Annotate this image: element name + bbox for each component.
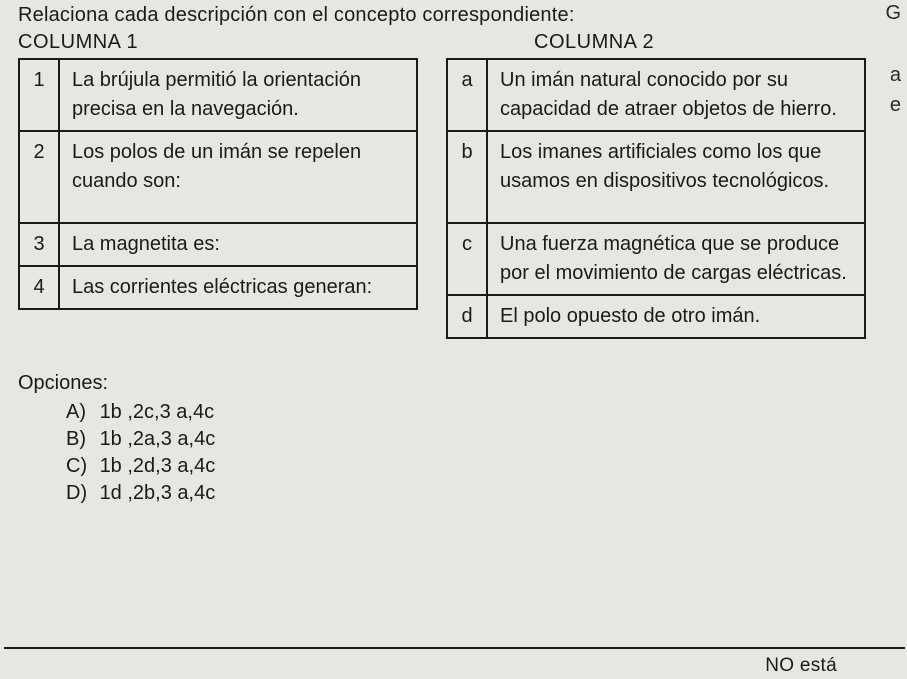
row-text: Las corrientes eléctricas generan: — [59, 266, 417, 309]
matching-prompt: Relaciona cada descripción con el concep… — [18, 4, 897, 27]
option-value: 1b ,2a,3 a,4c — [100, 428, 216, 450]
table-row: 1 La brújula permitió la orientación pre… — [19, 59, 417, 131]
table-row: 3 La magnetita es: — [19, 223, 417, 266]
option-item: B) 1b ,2a,3 a,4c — [66, 428, 418, 451]
options-block: Opciones: A) 1b ,2c,3 a,4c B) 1b ,2a,3 a… — [18, 372, 418, 505]
row-text: El polo opuesto de otro imán. — [487, 295, 865, 338]
cutoff-text: a — [890, 64, 901, 87]
table-row: 2 Los polos de un imán se repelen cuando… — [19, 131, 417, 223]
options-title: Opciones: — [18, 372, 418, 395]
column1-header: COLUMNA 1 — [18, 31, 418, 54]
row-key: 2 — [19, 131, 59, 223]
table-row: 4 Las corrientes eléctricas generan: — [19, 266, 417, 309]
row-key: c — [447, 223, 487, 295]
option-letter: B) — [66, 428, 94, 451]
option-value: 1b ,2d,3 a,4c — [100, 455, 216, 477]
column1-table: 1 La brújula permitió la orientación pre… — [18, 58, 418, 310]
table-row: d El polo opuesto de otro imán. — [447, 295, 865, 338]
cutoff-text: G — [885, 2, 901, 25]
option-item: C) 1b ,2d,3 a,4c — [66, 455, 418, 478]
row-key: 4 — [19, 266, 59, 309]
row-key: d — [447, 295, 487, 338]
row-text: La brújula permitió la orientación preci… — [59, 59, 417, 131]
row-key: a — [447, 59, 487, 131]
option-letter: D) — [66, 482, 94, 505]
option-letter: A) — [66, 401, 94, 424]
row-text: Los polos de un imán se repelen cuando s… — [59, 131, 417, 223]
table-row: b Los imanes artificiales como los que u… — [447, 131, 865, 223]
row-key: 3 — [19, 223, 59, 266]
option-value: 1d ,2b,3 a,4c — [100, 482, 216, 504]
row-text: La magnetita es: — [59, 223, 417, 266]
table-row: a Un imán natural conocido por su capaci… — [447, 59, 865, 131]
column2-table: a Un imán natural conocido por su capaci… — [446, 58, 866, 339]
row-key: b — [447, 131, 487, 223]
row-text: Una fuerza magnética que se produce por … — [487, 223, 865, 295]
table-row: c Una fuerza magnética que se produce po… — [447, 223, 865, 295]
option-value: 1b ,2c,3 a,4c — [100, 401, 215, 423]
row-key: 1 — [19, 59, 59, 131]
cutoff-text: NO está — [765, 655, 837, 677]
cutoff-text: e — [890, 94, 901, 117]
row-text: Los imanes artificiales como los que usa… — [487, 131, 865, 223]
column2-header: COLUMNA 2 — [534, 31, 897, 54]
option-item: D) 1d ,2b,3 a,4c — [66, 482, 418, 505]
row-text: Un imán natural conocido por su capacida… — [487, 59, 865, 131]
option-letter: C) — [66, 455, 94, 478]
page-border — [4, 647, 905, 649]
option-item: A) 1b ,2c,3 a,4c — [66, 401, 418, 424]
